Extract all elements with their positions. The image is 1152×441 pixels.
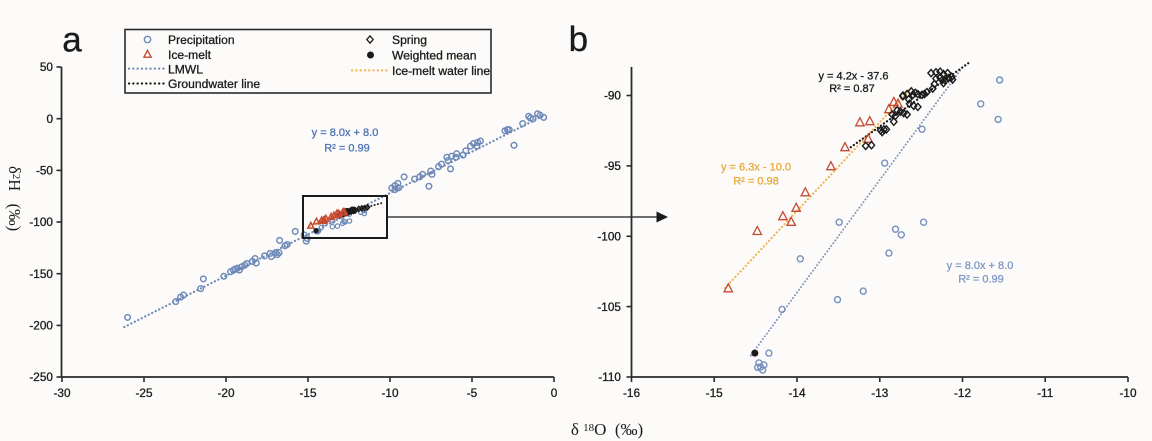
svg-text:-15: -15 [299, 386, 316, 400]
svg-text:Spring: Spring [392, 33, 427, 47]
svg-text:50: 50 [40, 60, 54, 74]
svg-text:-10: -10 [1119, 386, 1136, 400]
svg-text:-13: -13 [871, 386, 888, 400]
svg-text:R² = 0.99: R² = 0.99 [324, 142, 370, 154]
svg-text:-95: -95 [604, 159, 621, 173]
svg-text:y = 8.0x + 8.0: y = 8.0x + 8.0 [947, 260, 1014, 272]
svg-text:-100: -100 [29, 215, 53, 229]
svg-text:δ2H (‰): δ2H (‰) [5, 166, 24, 231]
svg-text:δ 18O (‰): δ 18O (‰) [571, 420, 643, 439]
svg-text:Groundwater line: Groundwater line [168, 77, 260, 91]
svg-text:-90: -90 [604, 89, 621, 103]
svg-text:-20: -20 [217, 386, 234, 400]
svg-text:y = 8.0x + 8.0: y = 8.0x + 8.0 [312, 127, 379, 139]
svg-text:-16: -16 [623, 386, 640, 400]
svg-text:y = 6.3x - 10.0: y = 6.3x - 10.0 [721, 161, 791, 173]
svg-text:-12: -12 [954, 386, 971, 400]
svg-text:0: 0 [551, 386, 558, 400]
svg-text:b: b [569, 20, 588, 59]
svg-text:-30: -30 [53, 386, 70, 400]
svg-text:R² = 0.87: R² = 0.87 [829, 83, 875, 95]
svg-text:y = 4.2x - 37.6: y = 4.2x - 37.6 [818, 70, 888, 82]
svg-text:R² = 0.99: R² = 0.99 [958, 273, 1004, 285]
svg-text:Precipitation: Precipitation [168, 33, 235, 47]
svg-text:-10: -10 [381, 386, 398, 400]
svg-text:-11: -11 [1037, 386, 1053, 400]
svg-text:0: 0 [46, 112, 53, 126]
svg-text:-50: -50 [36, 164, 53, 178]
svg-text:-14: -14 [788, 386, 805, 400]
svg-text:LMWL: LMWL [168, 62, 203, 76]
svg-text:R² = 0.98: R² = 0.98 [733, 175, 779, 187]
svg-text:-110: -110 [598, 370, 621, 384]
svg-text:a: a [62, 20, 82, 59]
svg-text:-15: -15 [706, 386, 723, 400]
svg-text:Ice-melt: Ice-melt [168, 48, 212, 62]
svg-text:-250: -250 [29, 370, 53, 384]
svg-text:Weighted mean: Weighted mean [392, 49, 477, 63]
svg-text:-25: -25 [135, 386, 152, 400]
svg-text:-5: -5 [467, 386, 478, 400]
svg-text:-150: -150 [29, 267, 53, 281]
svg-text:-200: -200 [29, 319, 53, 333]
svg-text:-100: -100 [597, 230, 621, 244]
svg-text:Ice-melt water line: Ice-melt water line [392, 64, 490, 78]
svg-text:-105: -105 [597, 300, 621, 314]
